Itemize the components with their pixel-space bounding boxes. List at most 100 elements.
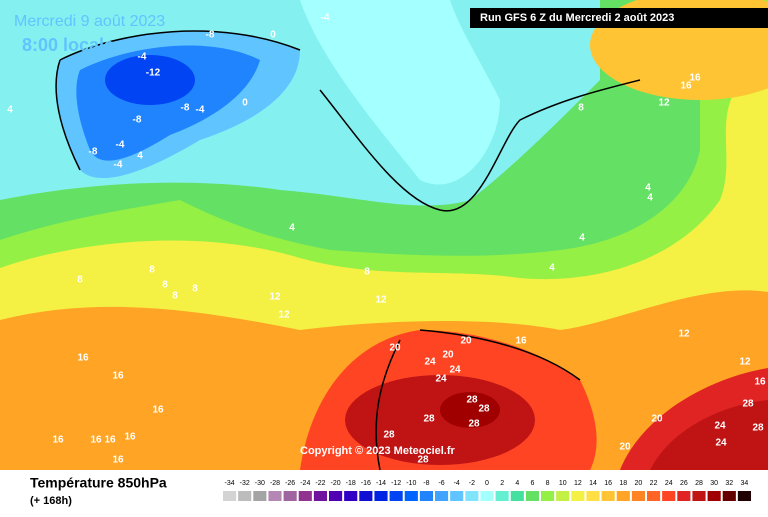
legend-label: -32 (240, 480, 250, 487)
contour-label: 24 (449, 365, 461, 376)
contour-label: 4 (7, 105, 13, 116)
contour-label: 4 (289, 223, 295, 234)
legend-label: 26 (680, 480, 688, 487)
legend-label: -14 (376, 480, 386, 487)
contour-label: 28 (417, 455, 429, 466)
valid-date: Mercredi 9 août 2023 (14, 13, 165, 30)
legend-label: 0 (485, 480, 489, 487)
legend-swatch (238, 491, 252, 501)
legend-swatch (586, 491, 600, 501)
contour-label: -8 (89, 147, 98, 158)
legend-label: -12 (391, 480, 401, 487)
contour-label: 8 (172, 291, 178, 302)
contour-label: 4 (645, 183, 651, 194)
contour-label: 16 (689, 73, 701, 84)
contour-label: 8 (77, 275, 83, 286)
contour-label: 16 (754, 377, 766, 388)
contour-label: 16 (112, 371, 124, 382)
legend-swatch (389, 491, 403, 501)
contour-label: 4 (549, 263, 555, 274)
contour-label: 28 (383, 430, 395, 441)
legend-swatch (631, 491, 645, 501)
contour-label: 12 (269, 292, 281, 303)
temperature-field (0, 0, 768, 470)
contour-label: 16 (152, 405, 164, 416)
legend: -34 -32 -30 -28 -26 -24 -22 -20 -18 -16 -14 -12 -10-… (223, 480, 751, 501)
legend-label: -2 (469, 480, 475, 487)
legend-label: 16 (604, 480, 612, 487)
contour-label: 16 (515, 336, 527, 347)
contour-label: 8 (149, 265, 155, 276)
legend-label: 30 (710, 480, 718, 487)
contour-label: 12 (678, 329, 690, 340)
legend-label: 18 (619, 480, 627, 487)
contour-label: 28 (478, 404, 490, 415)
contour-label: 12 (658, 98, 670, 109)
contour-label: 28 (742, 399, 754, 410)
legend-swatch (616, 491, 630, 501)
legend-label: -24 (300, 480, 310, 487)
legend-swatch (495, 491, 509, 501)
legend-swatch (359, 491, 373, 501)
contour-label: 24 (715, 438, 727, 449)
contour-label: 20 (442, 350, 454, 361)
contour-label: 28 (752, 423, 764, 434)
legend-label: -16 (361, 480, 371, 487)
contour-label: -12 (146, 68, 161, 79)
legend-swatch (692, 491, 706, 501)
contour-label: 16 (124, 432, 136, 443)
legend-label: 20 (635, 480, 643, 487)
contour-label: 12 (375, 295, 387, 306)
legend-label: -30 (255, 480, 265, 487)
contour-label: 24 (714, 421, 726, 432)
contour-label: -8 (181, 103, 190, 114)
contour-label: 20 (619, 442, 631, 453)
legend-label: 34 (741, 480, 749, 487)
legend-label: -10 (406, 480, 416, 487)
legend-label: -20 (331, 480, 341, 487)
legend-swatch (313, 491, 327, 501)
legend-label: -8 (423, 480, 429, 487)
coastlines (55, 30, 641, 471)
contour-label: 16 (104, 435, 116, 446)
lead-time: (+ 168h) (30, 495, 72, 507)
contour-label: 28 (468, 419, 480, 430)
contour-label: 8 (578, 103, 584, 114)
field-title: Température 850hPa (30, 475, 167, 491)
run-info: Run GFS 6 Z du Mercredi 2 août 2023 (480, 12, 674, 24)
contour-label: 20 (651, 414, 663, 425)
legend-label: 22 (650, 480, 658, 487)
contour-label: 12 (278, 310, 290, 321)
legend-label: -4 (454, 480, 460, 487)
legend-swatch (253, 491, 267, 501)
contour-label: 20 (389, 343, 401, 354)
legend-swatch (571, 491, 585, 501)
legend-swatch (419, 491, 433, 501)
legend-swatch (223, 491, 237, 501)
legend-swatch (737, 491, 751, 501)
legend-label: 4 (515, 480, 519, 487)
legend-label: 24 (665, 480, 673, 487)
contour-label: -4 (321, 13, 330, 24)
legend-swatch (480, 491, 494, 501)
legend-swatch (662, 491, 676, 501)
legend-swatch (722, 491, 736, 501)
legend-label: 14 (589, 480, 597, 487)
legend-label: 8 (546, 480, 550, 487)
run-box (470, 8, 768, 28)
contour-label: 8 (162, 280, 168, 291)
legend-swatch (510, 491, 524, 501)
contour-label: -4 (114, 160, 123, 171)
map-labels: -8 0-4-4-12-8 -40-8-8-4-444488888812121216… (7, 13, 766, 466)
contour-label: 28 (423, 414, 435, 425)
legend-label: 2 (500, 480, 504, 487)
legend-swatch (677, 491, 691, 501)
legend-swatch (465, 491, 479, 501)
contour-label: 28 (466, 395, 478, 406)
legend-swatch (298, 491, 312, 501)
contour-label: 24 (435, 374, 447, 385)
legend-label: -6 (438, 480, 444, 487)
legend-label: -28 (270, 480, 280, 487)
legend-swatch (556, 491, 570, 501)
